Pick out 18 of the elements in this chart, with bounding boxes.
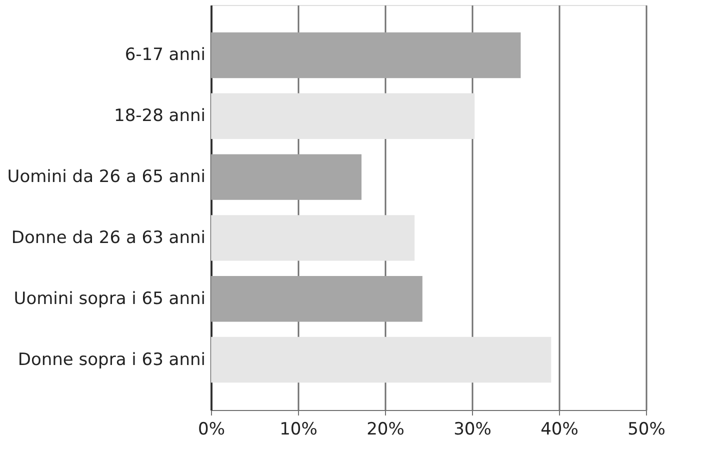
x-tick-label: 10% — [280, 420, 318, 440]
y-tick-label: Uomini sopra i 65 anni — [14, 288, 206, 309]
bar — [211, 154, 362, 200]
x-tick-label: 40% — [540, 420, 578, 440]
bar — [211, 93, 475, 139]
bar — [211, 336, 552, 383]
x-tick-label: 50% — [628, 420, 666, 440]
y-tick-label: Uomini da 26 a 65 anni — [7, 167, 206, 188]
y-tick-label: 18-28 anni — [114, 106, 206, 126]
bar — [211, 215, 415, 261]
bar — [211, 32, 521, 78]
x-tick-label: 0% — [198, 420, 225, 440]
x-tick-label: 30% — [454, 420, 492, 440]
y-tick-label: 6-17 anni — [124, 45, 206, 66]
y-tick-label: Donne sopra i 63 anni — [18, 350, 206, 370]
x-tick-label: 20% — [366, 420, 404, 440]
bar — [211, 276, 422, 322]
y-tick-label: Donne da 26 a 63 anni — [11, 228, 206, 248]
